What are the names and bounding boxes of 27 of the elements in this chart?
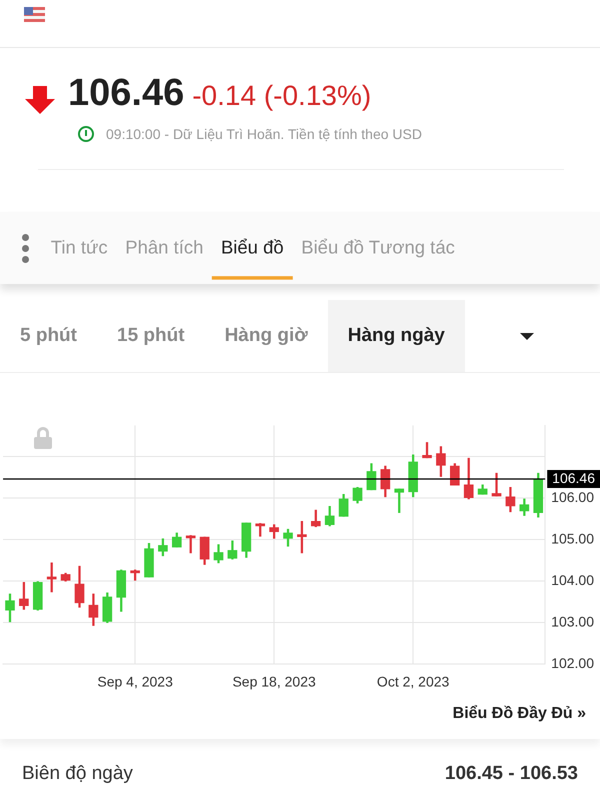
text: 09:10:00 - Dữ Liệu Trì Hoãn. Tiền tệ tính theo USD xyxy=(106,126,422,142)
y-tick-label: 105.00 xyxy=(551,530,594,546)
text: Hàng ngày xyxy=(328,300,465,372)
candlestick xyxy=(186,535,196,554)
text: Phân tích xyxy=(124,236,204,260)
candlestick xyxy=(394,488,404,513)
y-tick-label: 106.00 xyxy=(551,488,594,505)
y-tick-label: 104.00 xyxy=(551,572,594,588)
text: 106.45 - 106.53 xyxy=(444,763,578,785)
candlestick xyxy=(255,523,266,537)
text: 5 phút xyxy=(19,324,78,348)
text: 15 phút xyxy=(116,324,186,348)
text: Biên độ ngày xyxy=(22,763,133,785)
text: Tin tức xyxy=(50,236,109,260)
x-tick-label: Sep 4, 2023 xyxy=(97,673,174,690)
text: Biểu Đồ Đầy Đủ » xyxy=(452,705,587,723)
x-tick-label: Oct 2, 2023 xyxy=(376,673,450,690)
text: Biểu đồ Tương tác xyxy=(300,236,456,260)
text: Biểu đồ xyxy=(220,236,285,260)
ref-line-label: 106.46 xyxy=(552,470,596,486)
y-tick-label: 102.00 xyxy=(551,655,594,672)
candlestick xyxy=(46,562,57,592)
chart-subtitle: -0.14 (-0.13%) xyxy=(192,80,372,112)
y-tick-label: 103.00 xyxy=(551,614,594,630)
text: Hàng giờ xyxy=(224,324,309,348)
x-tick-label: Sep 18, 2023 xyxy=(232,673,316,690)
chart-title: 106.46 xyxy=(68,72,184,115)
